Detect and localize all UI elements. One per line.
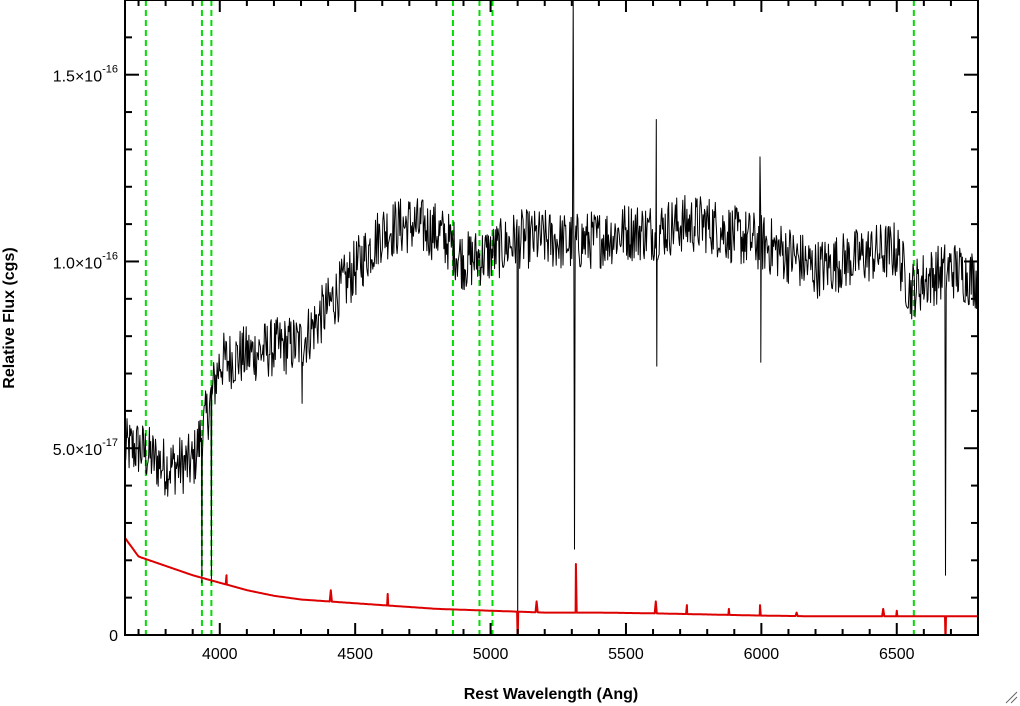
y-tick-label: 1.5×10-16 — [53, 64, 118, 86]
x-tick-label: 5000 — [473, 646, 509, 663]
resize-grip-icon[interactable] — [1004, 690, 1018, 704]
series-line-1 — [125, 0, 978, 635]
emission-line-markers — [144, 0, 915, 635]
y-axis-label: Relative Flux (cgs) — [1, 247, 18, 388]
x-tick-label: 5500 — [608, 646, 644, 663]
spectrum-series — [125, 0, 978, 635]
y-tick-label: 0 — [109, 628, 118, 645]
plot-frame — [124, 0, 979, 636]
x-axis-label: Rest Wavelength (Ang) — [464, 686, 639, 703]
y-tick-label: 1.0×10-16 — [53, 250, 118, 272]
x-tick-label: 6500 — [879, 646, 915, 663]
y-tick-label: 5.0×10-17 — [53, 437, 118, 459]
series-line-2 — [125, 537, 978, 635]
x-tick-label: 6000 — [744, 646, 780, 663]
plot-axes: 4000 4500 5000 5500 6000 6500 0 5.0×10-17 1.0×10… — [53, 0, 979, 663]
x-tick-label: 4000 — [202, 646, 238, 663]
x-tick-label: 4500 — [337, 646, 373, 663]
